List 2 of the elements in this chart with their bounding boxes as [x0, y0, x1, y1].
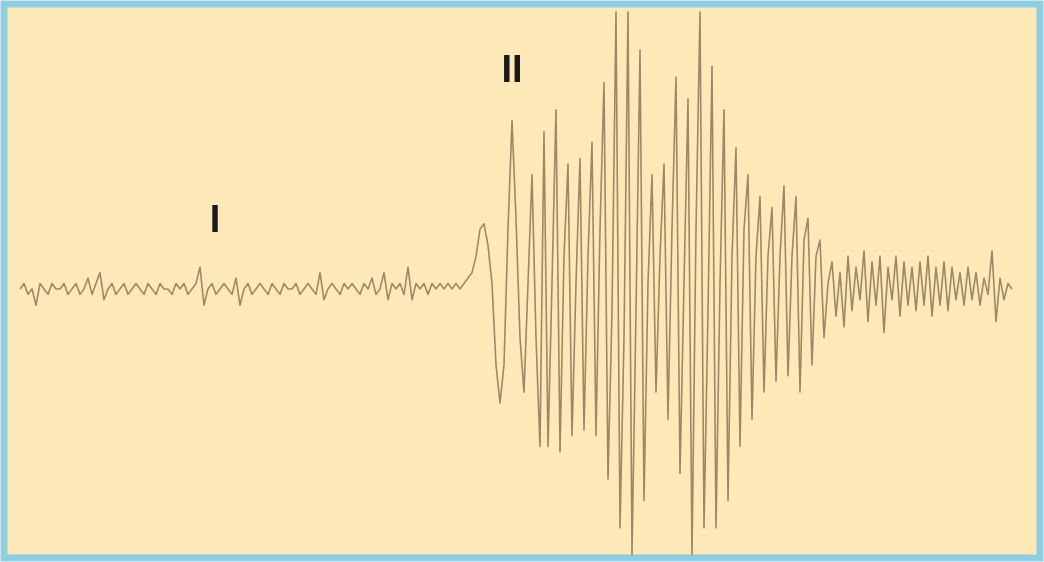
annotation: II: [501, 48, 523, 90]
annotation: I: [209, 198, 221, 240]
